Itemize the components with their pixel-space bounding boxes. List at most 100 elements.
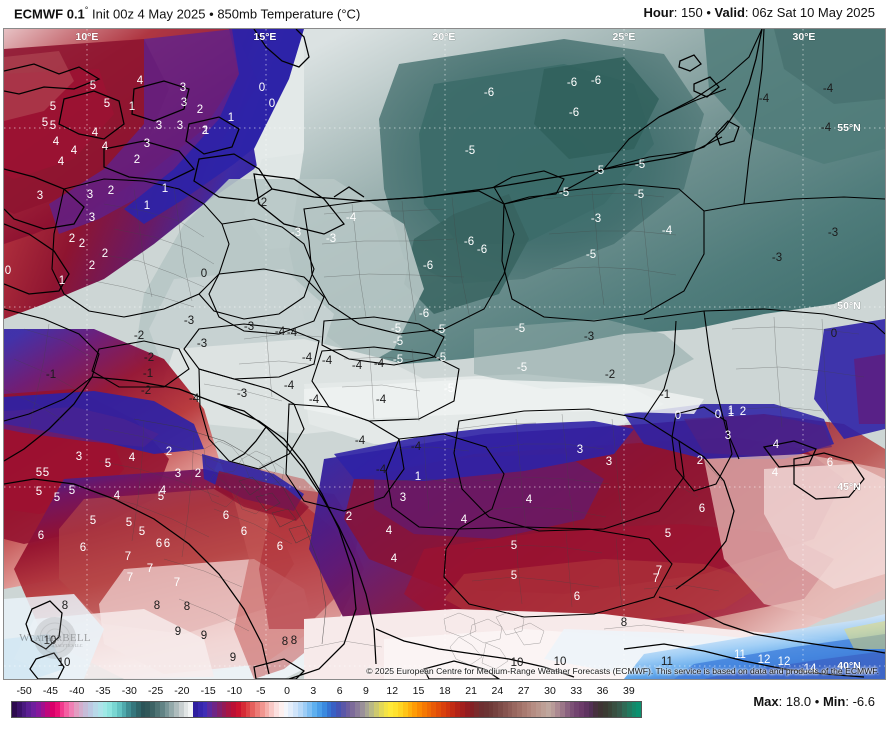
colorbar-swatch xyxy=(498,702,503,717)
contour-label: 4 xyxy=(92,127,99,139)
contour-label: -5 xyxy=(586,249,596,261)
colorbar-tick-label: -20 xyxy=(174,685,190,697)
contour-label: 4 xyxy=(58,156,65,168)
contour-label: 8 xyxy=(62,600,68,612)
map-canvas[interactable]: 5 5 5 5 5 4 4 4 4 4 4 3 3 3 3 3 3 3 3 2 2 2 2 2 2 2 2 1 1 1 1 1 0 0 0 -2 0 1-… xyxy=(3,28,886,680)
contour-label: -4 xyxy=(411,441,422,453)
colorbar-swatch xyxy=(431,702,437,717)
contour-label: 4 xyxy=(53,136,60,148)
contour-label: -5 xyxy=(393,336,403,348)
contour-label: 3 xyxy=(725,430,731,442)
colorbar-tick-label: -10 xyxy=(226,685,243,697)
contour-label: 1 xyxy=(144,200,150,212)
contour-label: 4 xyxy=(772,467,779,479)
contour-label: 4 xyxy=(773,439,780,451)
colorbar-swatch xyxy=(183,702,189,717)
contour-label: 5 xyxy=(50,101,56,113)
hour-label: Hour xyxy=(643,5,674,20)
contour-label: 6 xyxy=(241,526,247,538)
contour-label: -5 xyxy=(559,187,569,199)
contour-label: 8 xyxy=(154,600,160,612)
contour-label: -2 xyxy=(605,369,615,381)
contour-label: -4 xyxy=(662,225,673,237)
contour-label: -2 xyxy=(134,330,144,342)
contour-label: 5 xyxy=(50,120,56,132)
contour-label: 3 xyxy=(156,120,162,132)
colorbar-tick-label: 30 xyxy=(544,685,556,697)
contour-label: 7 xyxy=(653,573,659,585)
colorbar-swatch xyxy=(555,702,561,717)
contour-label: 6 xyxy=(223,510,229,522)
contour-label: 0 xyxy=(831,328,837,340)
attribution-text: © 2025 European Centre for Medium-Range … xyxy=(366,666,879,676)
colorbar-swatch xyxy=(321,702,327,717)
contour-label: 5 xyxy=(90,80,96,92)
colorbar-swatch xyxy=(369,702,375,717)
contour-label: 1 xyxy=(203,125,209,137)
colorbar-swatch xyxy=(69,702,74,717)
contour-label: -1 xyxy=(143,368,153,380)
colorbar-swatch xyxy=(622,702,627,717)
contour-label: 5 xyxy=(665,528,671,540)
colorbar-swatch xyxy=(355,702,360,717)
colorbar-swatch xyxy=(312,702,317,717)
colorbar-swatch xyxy=(278,702,284,717)
colorbar-swatch xyxy=(97,702,103,717)
colorbar-tick-label: 24 xyxy=(491,685,504,697)
colorbar-swatch xyxy=(302,702,308,717)
colorbar-swatch xyxy=(350,702,356,717)
contour-label: 1 xyxy=(162,183,168,195)
colorbar-swatch xyxy=(107,702,113,717)
contour-label: -6 xyxy=(569,107,579,119)
contour-label: 5 xyxy=(139,526,145,538)
contour-label: 5 xyxy=(511,540,517,552)
colorbar-swatch xyxy=(150,702,155,717)
contour-label: -4 xyxy=(376,464,387,476)
contour-label: -6 xyxy=(423,260,433,272)
colorbar[interactable] xyxy=(11,701,642,718)
contour-label: 5 xyxy=(511,570,517,582)
contour-label: 2 xyxy=(740,406,746,418)
contour-label: 2 xyxy=(197,104,203,116)
colorbar-swatch xyxy=(250,702,256,717)
colorbar-tick-label: 15 xyxy=(412,685,425,697)
contour-label: 9 xyxy=(175,626,181,638)
contour-label: 11 xyxy=(661,656,673,668)
colorbar-swatch xyxy=(374,702,379,717)
colorbar-tick-label: 27 xyxy=(517,685,530,697)
colorbar-tick-label: -50 xyxy=(16,685,32,697)
contour-label: 3 xyxy=(177,120,183,132)
contour-label: -6 xyxy=(591,75,601,87)
colorbar-swatch xyxy=(417,702,422,717)
colorbar-swatch xyxy=(536,702,541,717)
latitude-label: 50°N xyxy=(837,300,860,312)
colorbar-swatch xyxy=(612,702,618,717)
colorbar-swatch xyxy=(445,702,451,717)
min-label: Min xyxy=(822,694,846,709)
colorbar-swatch xyxy=(383,702,389,717)
contour-label: 2 xyxy=(195,468,201,480)
contour-label: 3 xyxy=(606,456,612,468)
contour-label: 5 xyxy=(126,517,132,529)
contour-label: 7 xyxy=(127,572,133,584)
contour-label: -5 xyxy=(515,323,525,335)
colorbar-swatch xyxy=(88,702,94,717)
colorbar-tick-label: -25 xyxy=(148,685,164,697)
colorbar-tick-label: -45 xyxy=(42,685,59,697)
contour-label: 4 xyxy=(160,485,167,497)
colorbar-swatch xyxy=(459,702,465,717)
colorbar-swatch xyxy=(83,702,89,717)
colorbar-swatch xyxy=(226,702,232,717)
contour-label: 1 xyxy=(415,471,421,483)
colorbar-tick-label: 9 xyxy=(363,685,369,697)
model-name: ECMWF 0.1 xyxy=(14,6,85,22)
contour-label: -6 xyxy=(464,236,474,248)
colorbar-swatch xyxy=(259,702,265,717)
colorbar-swatch xyxy=(531,702,537,717)
contour-label: 6 xyxy=(80,542,86,554)
contour-label: 3 xyxy=(175,468,181,480)
colorbar-swatch xyxy=(617,702,622,717)
colorbar-swatch xyxy=(455,702,460,717)
